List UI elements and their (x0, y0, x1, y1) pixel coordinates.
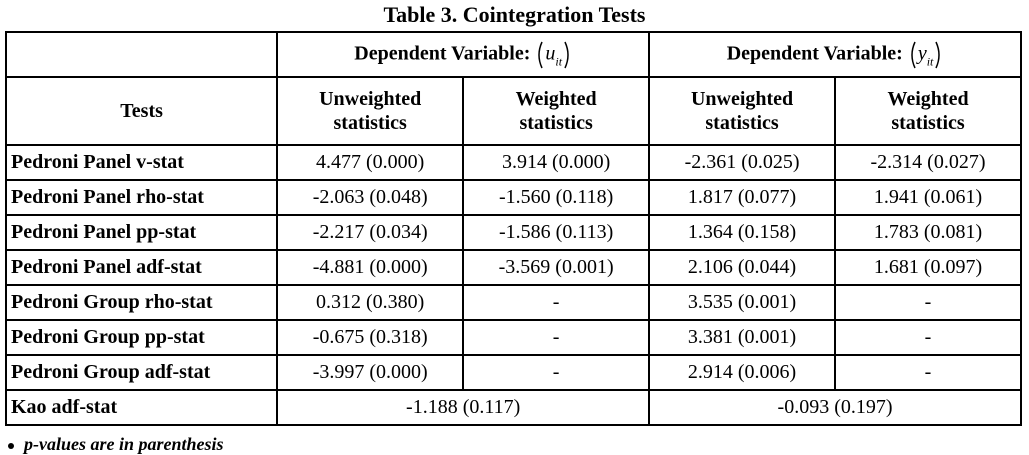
data-row: Pedroni Group adf-stat -3.997 (0.000) -2.9… (4, 354, 1022, 391)
cell: - (462, 354, 651, 391)
row-label: Pedroni Panel adf-stat (4, 249, 279, 286)
cell: -2.361 (0.025) (648, 144, 837, 181)
row-label: Pedroni Panel rho-stat (4, 179, 279, 216)
cell: 2.106 (0.044) (648, 249, 837, 286)
parenthesis (538, 41, 544, 68)
cell: - (834, 354, 1022, 391)
cell: - (462, 319, 651, 356)
data-row: Pedroni Panel rho-stat -2.063 (0.048) -1.5… (4, 179, 1022, 216)
cell: 1.817 (0.077) (648, 179, 837, 216)
cell: -0.093 (0.197) (648, 389, 1022, 426)
column-header: Unweighted statistics (648, 76, 837, 146)
row-label: Pedroni Group pp-stat (4, 319, 279, 356)
column-header-text: Weighted statistics (515, 88, 597, 134)
subscript: it (555, 54, 563, 69)
row-label: Pedroni Panel v-stat (4, 144, 279, 181)
stub-header: Tests (4, 76, 279, 146)
cell: 2.914 (0.006) (648, 354, 837, 391)
cell: - (462, 284, 651, 321)
cell: 3.535 (0.001) (648, 284, 837, 321)
cell: -2.217 (0.034) (276, 214, 465, 251)
data-row: Pedroni Panel pp-stat -2.217 (0.034) -1.58… (4, 214, 1022, 251)
bullet (8, 442, 14, 449)
cell: -3.569 (0.001) (462, 249, 651, 286)
cell: -0.675 (0.318) (276, 319, 465, 356)
cell: -1.586 (0.113) (462, 214, 651, 251)
cell: -4.881 (0.000) (276, 249, 465, 286)
cell: 0.312 (0.380) (276, 284, 465, 321)
cell: 1.681 (0.097) (834, 249, 1022, 286)
row-label: Kao adf-stat (4, 389, 279, 426)
cell: 3.381 (0.001) (648, 319, 837, 356)
cell: 1.941 (0.061) (834, 179, 1022, 216)
column-header: Weighted statistics (462, 76, 651, 146)
data-row: Pedroni Panel v-stat 4.477 (0.000) 3.914 (… (4, 144, 1022, 181)
row-label: Pedroni Group adf-stat (4, 354, 279, 391)
column-header-text: Unweighted statistics (690, 88, 794, 134)
footnote: p-values are in parenthesis (8, 434, 224, 455)
cell: -1.188 (0.117) (276, 389, 651, 426)
header-row: Dependent Variable: uit Dependent Variabl… (4, 31, 1022, 78)
parenthesis (564, 41, 569, 68)
cell: - (834, 319, 1022, 356)
column-header: Unweighted statistics (276, 76, 465, 146)
cell: 4.477 (0.000) (276, 144, 465, 181)
empty-cell (4, 31, 279, 78)
cell: 1.364 (0.158) (648, 214, 837, 251)
data-row: Pedroni Group rho-stat 0.312 (0.380) -3.53… (4, 284, 1022, 321)
cointegration-table: Dependent Variable: uit Dependent Variabl… (4, 31, 1022, 426)
cell: -2.063 (0.048) (276, 179, 465, 216)
row-label: Pedroni Group rho-stat (4, 284, 279, 321)
parenthesis (911, 41, 916, 68)
header-row: Tests Unweighted statistics Weighted stati… (4, 76, 1022, 146)
cell: - (834, 284, 1022, 321)
variable: y (917, 42, 927, 65)
cell: 3.914 (0.000) (462, 144, 651, 181)
stub-header-text: Tests (120, 100, 163, 122)
data-row: Kao adf-stat -1.188 (0.117) -0.093 (0.197) (4, 389, 1022, 426)
cell: -1.560 (0.118) (462, 179, 651, 216)
group-header: Dependent Variable: yit (648, 31, 1022, 78)
row-label: Pedroni Panel pp-stat (4, 214, 279, 251)
footnote-text: p-values are in parenthesis (24, 434, 224, 454)
cell: -3.997 (0.000) (276, 354, 465, 391)
parenthesis (935, 41, 941, 68)
data-row: Pedroni Group pp-stat -0.675 (0.318) -3.38… (4, 319, 1022, 356)
data-row: Pedroni Panel adf-stat -4.881 (0.000) -3.5… (4, 249, 1022, 286)
variable: u (545, 42, 556, 65)
group-label: Dependent Variable: (354, 42, 531, 65)
column-header-text: Unweighted statistics (319, 88, 422, 134)
group-header: Dependent Variable: uit (276, 31, 651, 78)
column-header-text: Weighted statistics (887, 88, 969, 134)
subscript: it (926, 54, 934, 69)
cell: -2.314 (0.027) (834, 144, 1022, 181)
group-label: Dependent Variable: (726, 42, 903, 65)
table-title: Table 3. Cointegration Tests (383, 2, 646, 27)
column-header: Weighted statistics (834, 76, 1022, 146)
cell: 1.783 (0.081) (834, 214, 1022, 251)
